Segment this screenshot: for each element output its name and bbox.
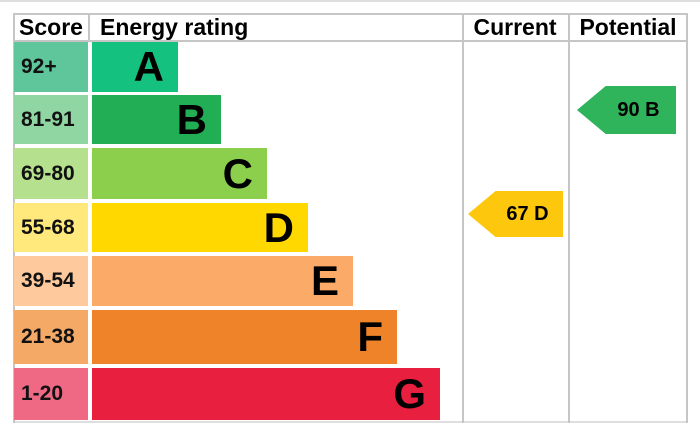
rating-bar-d: D — [92, 203, 308, 252]
rating-bar-g: G — [92, 368, 440, 420]
table-bottom-border — [13, 421, 688, 423]
table-top-border — [13, 13, 688, 15]
header-bottom-border — [13, 40, 688, 42]
score-column-divider — [88, 13, 90, 42]
score-range-cell-b: 81-91 — [14, 95, 88, 144]
potential-rating-label: 90 B — [617, 98, 660, 121]
rating-bar-a: A — [92, 42, 178, 92]
current-column-left-divider — [462, 13, 464, 423]
potential-column-left-divider — [568, 13, 570, 423]
rating-bar-f: F — [92, 310, 397, 364]
current-rating-arrow: 67 D — [468, 191, 563, 237]
score-range-cell-c: 69-80 — [14, 148, 88, 199]
table-right-border — [686, 13, 688, 423]
rating-bar-b: B — [92, 95, 221, 144]
header-current: Current — [473, 14, 557, 40]
score-range-cell-g: 1-20 — [14, 368, 88, 420]
header-energy-rating: Energy rating — [100, 14, 249, 40]
score-range-cell-d: 55-68 — [14, 203, 88, 252]
image-top-edge-line — [0, 0, 700, 2]
potential-rating-arrow: 90 B — [577, 86, 676, 134]
score-range-cell-a: 92+ — [14, 42, 88, 92]
header-score: Score — [19, 14, 83, 40]
rating-bar-e: E — [92, 256, 353, 306]
header-potential: Potential — [579, 14, 677, 40]
score-range-cell-e: 39-54 — [14, 256, 88, 306]
rating-bar-c: C — [92, 148, 267, 199]
score-range-cell-f: 21-38 — [14, 310, 88, 364]
current-rating-label: 67 D — [506, 202, 549, 225]
